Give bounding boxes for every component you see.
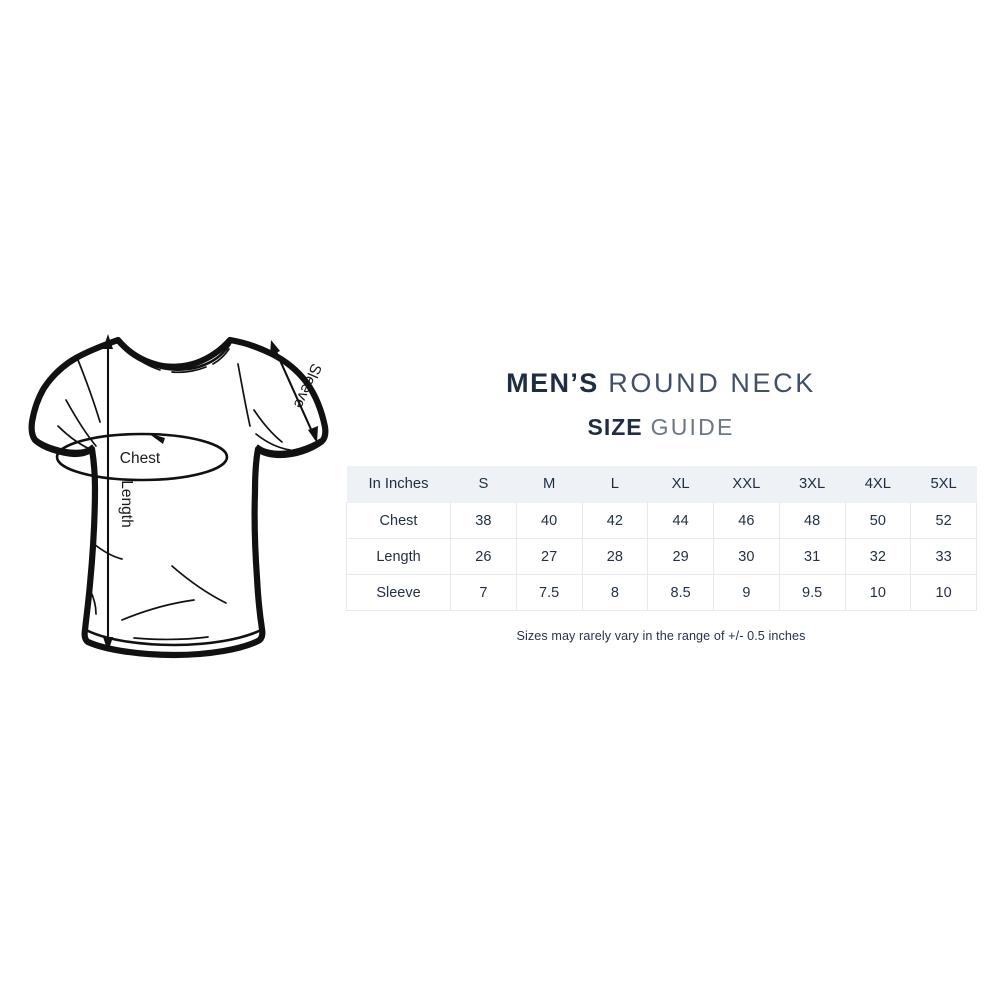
table-row: Length 26 27 28 29 30 31 32 33 — [346, 538, 977, 576]
tshirt-right-sleeve-hem — [256, 438, 322, 454]
cell-length-5xl: 33 — [910, 538, 977, 576]
cell-length-xl: 29 — [647, 538, 714, 576]
size-tolerance-note: Sizes may rarely vary in the range of +/… — [516, 629, 806, 644]
table-header-cell-2: M — [516, 466, 582, 503]
size-table-wrapper: In Inches S M L XL XXL 3XL 4XL 5XL Chest — [346, 466, 977, 612]
page-subtitle: SIZE GUIDE — [346, 414, 976, 440]
cell-chest-m: 40 — [516, 502, 583, 540]
row-label-chest: Chest — [346, 502, 451, 540]
size-guide-content: MEN’S ROUND NECK SIZE GUIDE In Inches S … — [346, 368, 977, 644]
page-subtitle-strong: SIZE — [587, 413, 643, 440]
cell-sleeve-m: 7.5 — [516, 574, 583, 612]
cell-chest-xxl: 46 — [713, 502, 780, 540]
cell-sleeve-xl: 8.5 — [647, 574, 714, 612]
cell-chest-s: 38 — [450, 502, 517, 540]
table-header-cell-0: In Inches — [346, 466, 451, 503]
page-title-strong: MEN’S — [506, 368, 599, 398]
length-arrowhead-bottom — [103, 637, 113, 652]
table-header-cell-6: 3XL — [779, 466, 845, 503]
cell-chest-5xl: 52 — [910, 502, 977, 540]
cell-sleeve-3xl: 9.5 — [779, 574, 846, 612]
page-subtitle-light: GUIDE — [650, 413, 735, 440]
sleeve-arrowhead-bottom — [308, 426, 318, 443]
table-header-cell-3: L — [582, 466, 648, 503]
tshirt-fold-body-hem — [133, 636, 209, 641]
page-title: MEN’S ROUND NECK — [346, 368, 976, 400]
tshirt-fold-side-left — [89, 589, 97, 615]
tshirt-outline-group — [28, 336, 329, 659]
length-label: Length — [118, 480, 135, 527]
cell-length-s: 26 — [450, 538, 517, 576]
size-table: In Inches S M L XL XXL 3XL 4XL 5XL Chest — [346, 466, 977, 612]
cell-sleeve-l: 8 — [582, 574, 649, 612]
sleeve-arrowhead-top — [270, 340, 280, 356]
sleeve-line — [273, 346, 315, 437]
tshirt-fold-left-shoulder — [77, 359, 101, 423]
cell-sleeve-xxl: 9 — [713, 574, 780, 612]
cell-chest-xl: 44 — [647, 502, 714, 540]
row-label-length: Length — [346, 538, 451, 576]
tshirt-illustration: Chest Length Sleeve — [22, 322, 352, 672]
cell-length-xxl: 30 — [713, 538, 780, 576]
tshirt-collar-detail-3 — [212, 348, 230, 365]
length-measurement: Length — [103, 334, 135, 652]
tshirt-collar-inner — [120, 340, 233, 371]
chest-measurement: Chest — [55, 432, 229, 482]
tshirt-collar-detail-1 — [128, 351, 161, 371]
table-row: Chest 38 40 42 44 46 48 50 52 — [346, 502, 977, 540]
chest-ellipse — [55, 432, 229, 482]
chest-label: Chest — [120, 450, 161, 467]
row-label-sleeve: Sleeve — [346, 574, 451, 612]
tshirt-fold-right-arm — [253, 409, 283, 443]
cell-sleeve-s: 7 — [450, 574, 517, 612]
tshirt-fold-right-armpit — [255, 433, 291, 451]
tshirt-fold-body-center — [171, 565, 227, 604]
cell-sleeve-5xl: 10 — [910, 574, 977, 612]
table-header-cell-7: 4XL — [845, 466, 911, 503]
cell-length-m: 27 — [516, 538, 583, 576]
cell-chest-4xl: 50 — [845, 502, 912, 540]
tshirt-body-path — [28, 336, 329, 659]
table-header-cell-4: XL — [647, 466, 714, 503]
cell-chest-3xl: 48 — [779, 502, 846, 540]
table-header-cell-1: S — [450, 466, 517, 503]
page-title-light: ROUND NECK — [608, 368, 816, 398]
tshirt-fold-left-arm — [65, 399, 97, 447]
cell-length-4xl: 32 — [845, 538, 912, 576]
cell-length-l: 28 — [582, 538, 649, 576]
cell-length-3xl: 31 — [779, 538, 846, 576]
tshirt-collar-detail-2 — [171, 366, 207, 374]
chest-arrowhead — [148, 433, 165, 444]
size-table-head: In Inches S M L XL XXL 3XL 4XL 5XL — [346, 466, 977, 503]
cell-sleeve-4xl: 10 — [845, 574, 912, 612]
table-header-cell-8: 5XL — [910, 466, 977, 503]
cell-chest-l: 42 — [582, 502, 649, 540]
tshirt-fold-body-lower — [121, 599, 195, 621]
length-arrowhead-top — [103, 334, 113, 349]
size-table-body: Chest 38 40 42 44 46 48 50 52 Length 26 … — [346, 502, 977, 612]
table-row: Sleeve 7 7.5 8 8.5 9 9.5 10 10 — [346, 574, 977, 612]
table-header-row: In Inches S M L XL XXL 3XL 4XL 5XL — [346, 466, 977, 503]
tshirt-fold-right-shoulder — [237, 363, 251, 427]
table-header-cell-5: XXL — [713, 466, 780, 503]
